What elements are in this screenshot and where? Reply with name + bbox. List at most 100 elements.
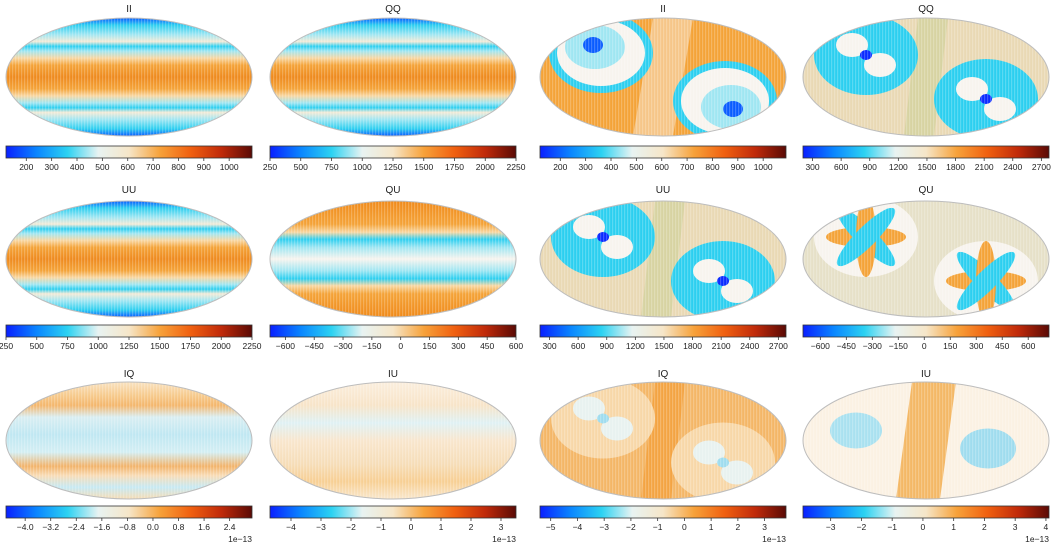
colorbar-tick-label: −450 — [837, 341, 856, 351]
sky-map-p13 — [803, 201, 1049, 317]
panel-title: UU — [122, 185, 136, 196]
colorbar — [539, 145, 787, 159]
colorbar-tick-label: 2.4 — [224, 522, 236, 532]
colorbar-tick-label: −3 — [826, 522, 836, 532]
colorbar-tick-label: −4 — [286, 522, 296, 532]
colorbar-tick-label: 800 — [171, 162, 185, 172]
colorbar-tick-label: 1000 — [220, 162, 239, 172]
colorbar-tick-label: 1800 — [683, 341, 702, 351]
panel-title: II — [660, 4, 666, 15]
colorbar-tick-label: 4 — [1044, 522, 1049, 532]
colorbar-tick-label: 0 — [921, 522, 926, 532]
colorbar-tick-label: 2 — [736, 522, 741, 532]
colorbar-tick-label: 1500 — [150, 341, 169, 351]
colorbar-tick-label: −2.4 — [68, 522, 85, 532]
colorbar-tick-label: −2 — [857, 522, 867, 532]
colorbar-tick-label: 1.6 — [198, 522, 210, 532]
colorbar-tick-label: 1 — [439, 522, 444, 532]
colorbar-tick-label: 900 — [863, 162, 877, 172]
colorbar-tick-label: 900 — [600, 341, 614, 351]
colorbar — [802, 505, 1050, 519]
colorbar-tick-label: −2 — [346, 522, 356, 532]
panel-title: IQ — [658, 369, 669, 380]
colorbar-tick-label: 500 — [294, 162, 308, 172]
colorbar-tick-label: 2100 — [975, 162, 994, 172]
colorbar-tick-label: −150 — [889, 341, 908, 351]
colorbar-tick-label: 1250 — [120, 341, 139, 351]
colorbar-tick-label: 2100 — [712, 341, 731, 351]
colorbar-multiplier: 1e−13 — [492, 534, 516, 544]
colorbar-tick-label: −5 — [546, 522, 556, 532]
colorbar-tick-label: 450 — [480, 341, 494, 351]
colorbar-tick-label: 2400 — [740, 341, 759, 351]
colorbar-tick-label: 2250 — [243, 341, 262, 351]
panel-title: QQ — [918, 4, 934, 15]
colorbar-tick-label: 1500 — [654, 341, 673, 351]
panel-title: QU — [919, 185, 934, 196]
colorbar — [5, 324, 253, 338]
colorbar-tick-label: 300 — [45, 162, 59, 172]
colorbar — [5, 505, 253, 519]
sky-map-p21 — [270, 382, 516, 499]
sky-map-outline — [5, 17, 253, 137]
sky-map-p00 — [6, 18, 252, 136]
colorbar — [5, 145, 253, 159]
colorbar-tick-label: 600 — [834, 162, 848, 172]
colorbar-tick-label: 400 — [604, 162, 618, 172]
colorbar-multiplier: 1e−13 — [762, 534, 786, 544]
colorbar-tick-label: 0.0 — [147, 522, 159, 532]
colorbar — [269, 505, 517, 519]
colorbar-tick-label: 200 — [19, 162, 33, 172]
colorbar-tick-label: 2250 — [507, 162, 526, 172]
colorbar-tick-label: 700 — [146, 162, 160, 172]
colorbar-tick-label: −300 — [863, 341, 882, 351]
colorbar-tick-label: 1200 — [626, 341, 645, 351]
sky-map-outline — [539, 200, 787, 318]
colorbar-tick-label: −4.0 — [17, 522, 34, 532]
colorbar-tick-label: −600 — [811, 341, 830, 351]
sky-map-outline — [802, 381, 1050, 500]
panel-title: UU — [656, 185, 670, 196]
colorbar-tick-label: 900 — [197, 162, 211, 172]
sky-map-p12 — [540, 201, 786, 317]
colorbar-tick-label: 250 — [0, 341, 13, 351]
colorbar-tick-label: 600 — [1021, 341, 1035, 351]
sky-map-p22 — [540, 382, 786, 499]
colorbar-tick-label: 1200 — [889, 162, 908, 172]
colorbar-tick-label: 1000 — [754, 162, 773, 172]
panel-title: IU — [388, 369, 398, 380]
colorbar-tick-label: 300 — [579, 162, 593, 172]
colorbar-tick-label: 150 — [943, 341, 957, 351]
colorbar-tick-label: 1 — [709, 522, 714, 532]
colorbar-tick-label: 300 — [969, 341, 983, 351]
sky-map-p10 — [6, 201, 252, 317]
colorbar-tick-label: 1500 — [414, 162, 433, 172]
colorbar-tick-label: 200 — [553, 162, 567, 172]
colorbar-tick-label: 1750 — [181, 341, 200, 351]
panel-title: II — [126, 4, 132, 15]
colorbar-tick-label: 1000 — [353, 162, 372, 172]
colorbar-tick-label: 1750 — [445, 162, 464, 172]
panel-title: QQ — [385, 4, 401, 15]
colorbar-tick-label: −1 — [887, 522, 897, 532]
colorbar-tick-label: 0.8 — [173, 522, 185, 532]
colorbar — [802, 145, 1050, 159]
colorbar-tick-label: 1000 — [89, 341, 108, 351]
colorbar-tick-label: −4 — [573, 522, 583, 532]
colorbar-tick-label: 2000 — [212, 341, 231, 351]
colorbar-tick-label: 3 — [1013, 522, 1018, 532]
colorbar-tick-label: 600 — [571, 341, 585, 351]
colorbar-tick-label: −3 — [316, 522, 326, 532]
colorbar-tick-label: 800 — [705, 162, 719, 172]
colorbar-tick-label: 1 — [951, 522, 956, 532]
colorbar-tick-label: 2700 — [769, 341, 788, 351]
colorbar-tick-label: 2000 — [476, 162, 495, 172]
sky-map-outline — [269, 381, 517, 500]
colorbar-tick-label: 750 — [324, 162, 338, 172]
colorbar — [539, 505, 787, 519]
colorbar-tick-label: −3 — [599, 522, 609, 532]
colorbar-tick-label: −0.8 — [119, 522, 136, 532]
colorbar-tick-label: −1.6 — [93, 522, 110, 532]
colorbar-tick-label: −1 — [376, 522, 386, 532]
colorbar-tick-label: 500 — [30, 341, 44, 351]
